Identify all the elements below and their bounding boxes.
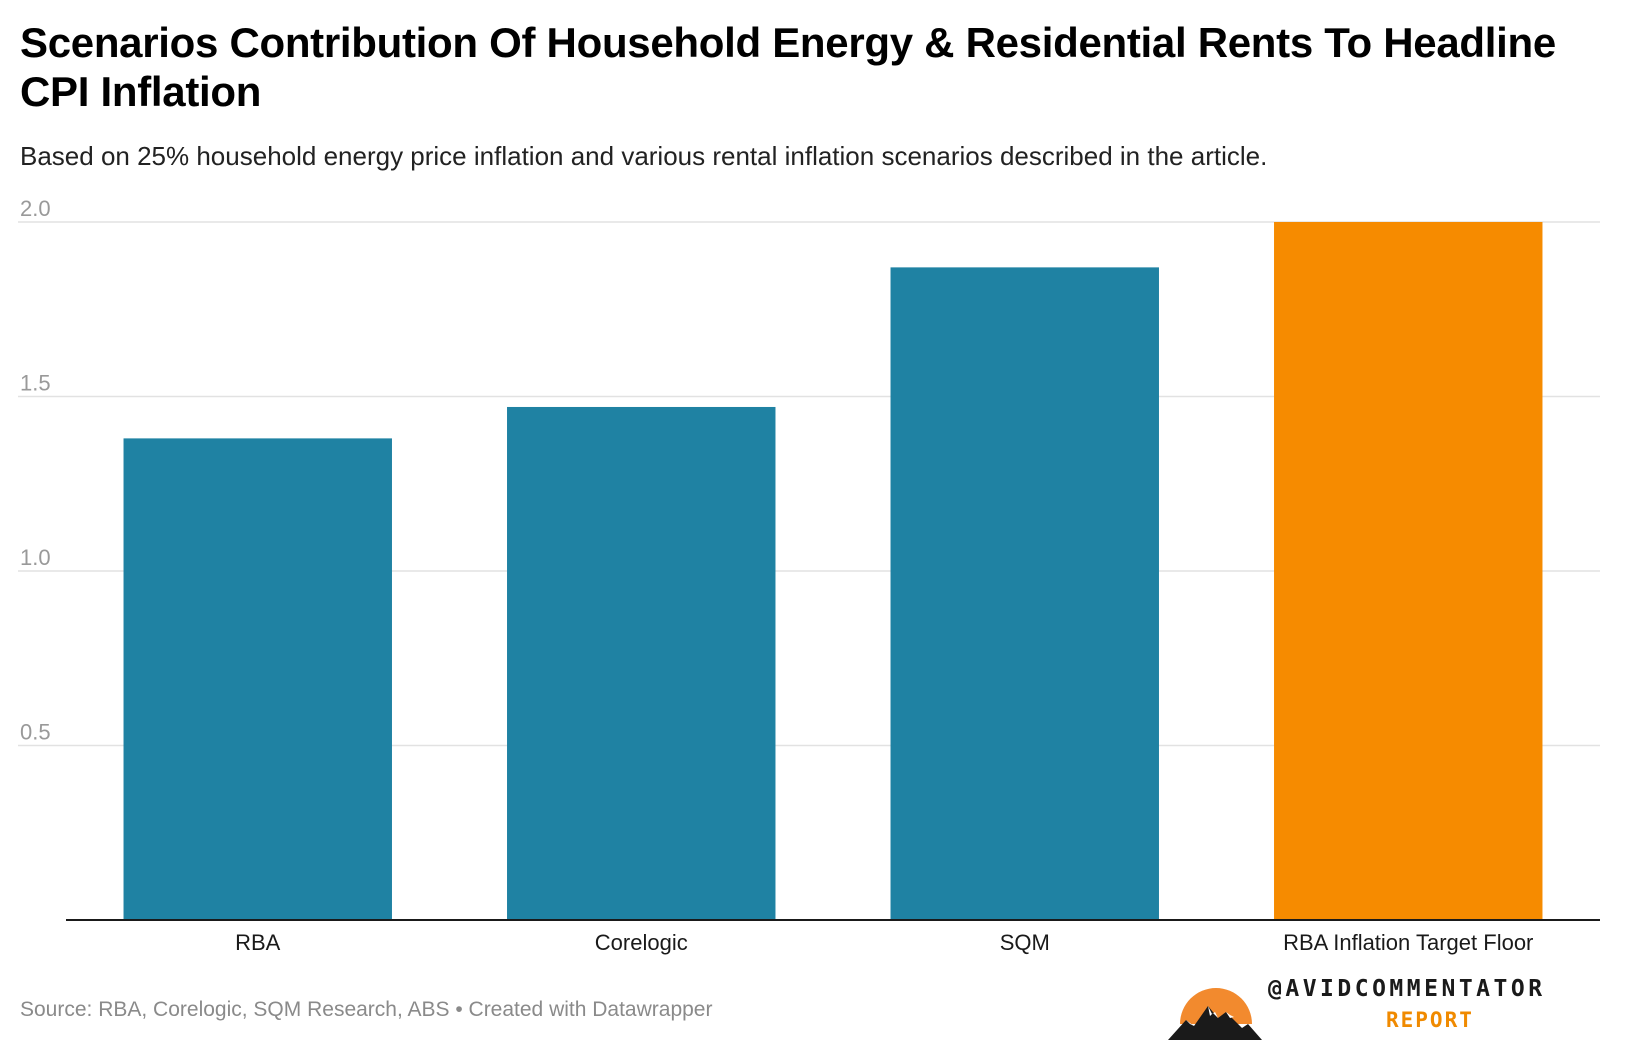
x-category-label: RBA bbox=[235, 930, 281, 955]
x-category-label: RBA Inflation Target Floor bbox=[1283, 930, 1533, 955]
y-tick-label: 1.5 bbox=[20, 371, 51, 396]
y-tick-label: 1.0 bbox=[20, 545, 51, 570]
source-footer: Source: RBA, Corelogic, SQM Research, AB… bbox=[20, 998, 713, 1021]
bar-rba-inflation-target-floor bbox=[1274, 222, 1543, 920]
brand-handle: @AVIDCOMMENTATOR bbox=[1268, 976, 1546, 1002]
chart-title: Scenarios Contribution Of Household Ener… bbox=[20, 19, 1556, 115]
x-category-label: SQM bbox=[1000, 930, 1050, 955]
y-tick-label: 2.0 bbox=[20, 200, 51, 221]
y-tick-label: 0.5 bbox=[20, 720, 51, 745]
chart-subtitle: Based on 25% household energy price infl… bbox=[20, 141, 1268, 171]
y-axis-ticks: 0.5 1.0 1.5 2.0 bbox=[20, 200, 51, 745]
mountain-sun-logo-icon bbox=[1168, 988, 1262, 1040]
brand-block: @AVIDCOMMENTATOR REPORT bbox=[1168, 976, 1630, 1040]
bar-chart: 0.5 1.0 1.5 2.0 RBA Corelogic SQM RBA Inflatio… bbox=[18, 200, 1600, 955]
bar-corelogic bbox=[507, 406, 776, 921]
x-axis-labels: RBA Corelogic SQM RBA Inflation Target Floo… bbox=[235, 930, 1533, 955]
x-category-label: Corelogic bbox=[595, 930, 688, 955]
bar-sqm bbox=[890, 267, 1159, 920]
brand-report: REPORT bbox=[1386, 1008, 1474, 1032]
bar-rba bbox=[123, 438, 392, 920]
bars bbox=[123, 222, 1543, 921]
